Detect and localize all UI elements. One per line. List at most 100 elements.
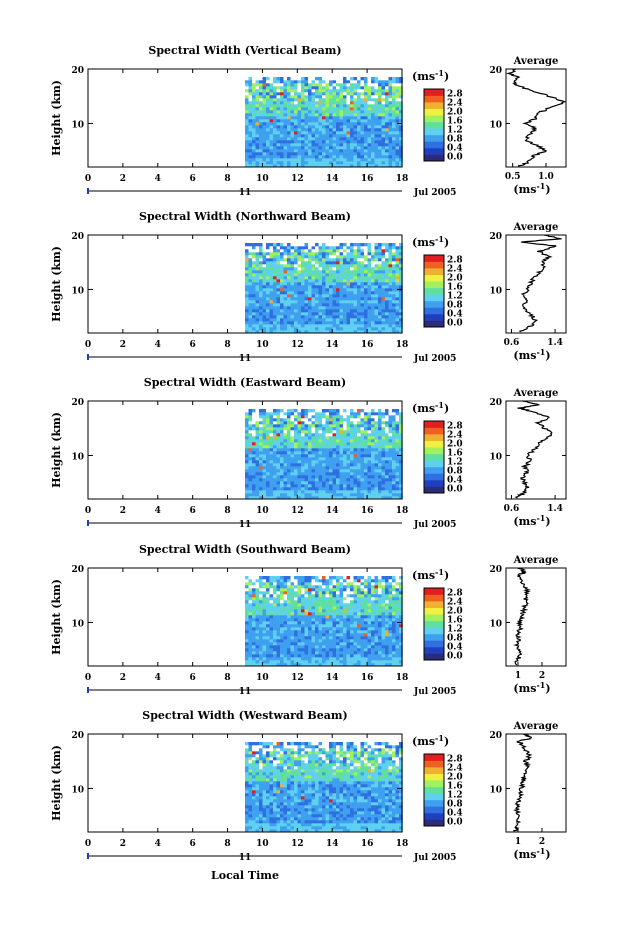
heat-cell — [388, 654, 393, 658]
heat-cell — [381, 412, 386, 416]
heat-cell — [360, 128, 365, 132]
heat-cell — [381, 294, 386, 298]
heat-cell — [329, 297, 333, 301]
heat-cell — [276, 469, 281, 473]
heat-cell — [273, 639, 277, 643]
heat-cell — [259, 119, 263, 123]
heat-cell — [262, 243, 267, 247]
heat-cell — [364, 273, 368, 277]
heat-cell — [374, 264, 379, 268]
heat-cell — [378, 321, 382, 325]
heat-cell — [367, 439, 372, 443]
heat-cell — [301, 318, 305, 322]
heat-cell — [371, 430, 375, 434]
heat-cell — [343, 324, 347, 328]
heat-cell — [357, 270, 361, 274]
heat-cell — [395, 648, 400, 652]
heat-cell — [357, 152, 361, 156]
heat-cell — [322, 291, 326, 295]
heat-cell — [332, 83, 337, 87]
heat-cell — [360, 487, 365, 491]
heat-cell — [392, 454, 396, 458]
heat-cell — [392, 630, 396, 634]
colorbar-tick-label: 2.8 — [447, 422, 463, 432]
heat-cell — [353, 663, 358, 667]
heat-cell — [371, 421, 375, 425]
heat-cell — [290, 267, 295, 271]
heat-cell — [364, 161, 368, 165]
heat-cell — [353, 466, 358, 470]
heat-cell — [350, 80, 354, 84]
heat-cell — [388, 116, 393, 120]
heat-cell — [388, 436, 393, 440]
panel-2: Spectral Width (Eastward Beam)0 2 4 6 8 10 12 1… — [50, 376, 567, 530]
heat-cell — [371, 134, 375, 138]
heat-cell — [280, 618, 284, 622]
heat-cell — [283, 409, 288, 413]
heat-cell — [273, 140, 277, 144]
heat-cell — [350, 252, 354, 256]
heat-cell — [343, 249, 347, 253]
heat-cell — [395, 101, 400, 105]
heat-cell — [381, 288, 386, 292]
heat-cell — [332, 131, 337, 135]
heat-cell — [371, 300, 375, 304]
heat-cell — [336, 285, 340, 289]
heat-cell — [329, 330, 333, 334]
heat-cell — [308, 128, 312, 132]
heat-cell — [252, 146, 256, 150]
heat-cell — [301, 663, 305, 667]
heat-cell — [301, 291, 305, 295]
heat-cell — [276, 270, 281, 274]
heat-cell — [304, 161, 309, 165]
heat-cell — [301, 630, 305, 634]
heat-cell — [311, 445, 316, 449]
heat-cell — [304, 273, 309, 277]
heat-cell — [262, 164, 267, 168]
heat-cell — [385, 648, 389, 652]
heat-cell — [357, 463, 361, 467]
heat-cell — [350, 318, 354, 322]
heat-cell — [346, 134, 351, 138]
heat-cell — [381, 98, 386, 102]
heat-cell — [339, 279, 344, 283]
heat-cell — [371, 481, 375, 485]
heat-cell — [301, 140, 305, 144]
heat-cell — [318, 152, 323, 156]
heat-cell — [252, 327, 256, 331]
heat-cell — [273, 80, 277, 84]
heat-cell — [287, 496, 291, 500]
heat-cell — [381, 116, 386, 120]
heat-cell — [283, 309, 288, 313]
heat-cell — [336, 469, 340, 473]
heat-cell — [367, 418, 372, 422]
heat-cell — [385, 264, 389, 268]
heat-cell — [343, 83, 347, 87]
heat-cell — [311, 128, 316, 132]
heat-cell — [318, 651, 323, 655]
heat-cell — [266, 128, 270, 132]
heat-cell — [343, 80, 347, 84]
heat-cell — [381, 131, 386, 135]
heat-cell — [290, 116, 295, 120]
heat-cell — [346, 86, 351, 90]
heat-cell — [301, 493, 305, 497]
heat-cell — [283, 439, 288, 443]
heat-cell — [329, 119, 333, 123]
heat-cell — [388, 270, 393, 274]
heat-cell — [385, 300, 389, 304]
heat-cell — [248, 481, 253, 485]
heat-cell — [311, 131, 316, 135]
heat-cell — [322, 660, 326, 664]
heat-cell — [360, 158, 365, 162]
heat-cell — [255, 463, 260, 467]
heat-cell — [315, 484, 319, 488]
heat-cell — [283, 83, 288, 87]
heat-cell — [346, 327, 351, 331]
heat-cell — [364, 496, 368, 500]
heat-cell — [360, 285, 365, 289]
heat-cell — [301, 89, 305, 93]
heat-cell — [311, 83, 316, 87]
heat-cell — [276, 660, 281, 664]
heat-cell — [353, 77, 358, 81]
